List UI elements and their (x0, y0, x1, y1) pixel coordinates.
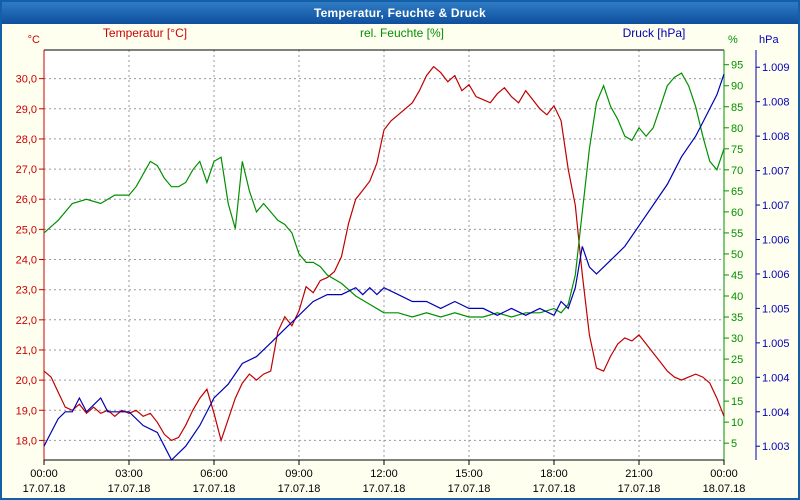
humidity-tick-label: 95 (731, 60, 743, 72)
temperature-tick-label: 20,0 (16, 375, 37, 387)
weather-chart: 18,0 19,0 20,0 21,0 22,0 23,0 24,0 25,0 26,0 27,0… (16, 26, 790, 495)
humidity-tick-label: 80 (731, 123, 743, 135)
pressure-tick-label: 1.007 (762, 166, 790, 178)
pressure-tick-label: 1.009 (762, 62, 790, 74)
temperature-tick-label: 27,0 (16, 164, 37, 176)
pressure-tick-label: 1.007 (762, 200, 790, 212)
pressure-tick-label: 1.005 (762, 303, 790, 315)
window-titlebar: Temperatur, Feuchte & Druck (2, 2, 798, 24)
x-tick-label: 00:00 (710, 468, 738, 480)
x-tick-label: 18:00 (540, 468, 568, 480)
pressure-tick-label: 1.005 (762, 338, 790, 350)
humidity-tick-label: 65 (731, 186, 743, 198)
x-date-label: 17.07.18 (533, 483, 576, 495)
x-date-label: 17.07.18 (23, 483, 66, 495)
series-line-pressure (43, 73, 725, 461)
x-tick-label: 12:00 (370, 468, 398, 480)
unit-label-percent: % (728, 34, 738, 46)
pressure-tick-label: 1.008 (762, 97, 790, 109)
unit-label-hpa: hPa (759, 34, 779, 46)
humidity-tick-label: 30 (731, 333, 743, 345)
chart-layers: 18,0 19,0 20,0 21,0 22,0 23,0 24,0 25,0 26,0 27,0… (16, 49, 790, 495)
x-tick-label: 15:00 (455, 468, 483, 480)
x-date-label: 17.07.18 (618, 483, 661, 495)
x-date-label: 17.07.18 (108, 483, 151, 495)
window-title: Temperatur, Feuchte & Druck (314, 6, 486, 20)
humidity-tick-label: 25 (731, 354, 743, 366)
humidity-tick-label: 15 (731, 396, 743, 408)
humidity-tick-label: 70 (731, 165, 743, 177)
pressure-tick-label: 1.003 (762, 441, 790, 453)
temperature-tick-label: 21,0 (16, 345, 37, 357)
pressure-tick-label: 1.006 (762, 269, 790, 281)
x-tick-label: 21:00 (625, 468, 653, 480)
humidity-tick-label: 90 (731, 81, 743, 93)
humidity-tick-label: 60 (731, 207, 743, 219)
humidity-tick-label: 50 (731, 249, 743, 261)
legend-temperature: Temperatur [°C] (103, 26, 187, 40)
humidity-tick-label: 75 (731, 144, 743, 156)
humidity-tick-label: 85 (731, 102, 743, 114)
temperature-tick-label: 26,0 (16, 194, 37, 206)
x-tick-label: 03:00 (115, 468, 143, 480)
x-date-label: 17.07.18 (448, 483, 491, 495)
x-tick-label: 09:00 (285, 468, 313, 480)
temperature-tick-label: 30,0 (16, 74, 37, 86)
temperature-tick-label: 23,0 (16, 285, 37, 297)
x-date-label: 17.07.18 (278, 483, 321, 495)
temperature-tick-label: 28,0 (16, 134, 37, 146)
humidity-tick-label: 35 (731, 312, 743, 324)
temperature-tick-label: 24,0 (16, 255, 37, 267)
temperature-tick-label: 18,0 (16, 435, 37, 447)
temperature-tick-label: 22,0 (16, 315, 37, 327)
humidity-tick-label: 40 (731, 291, 743, 303)
humidity-tick-label: 20 (731, 375, 743, 387)
temperature-tick-label: 29,0 (16, 104, 37, 116)
humidity-tick-label: 45 (731, 270, 743, 282)
humidity-tick-label: 5 (731, 438, 737, 450)
unit-label-celsius: °C (28, 34, 40, 46)
x-date-label: 17.07.18 (193, 483, 236, 495)
pressure-tick-label: 1.006 (762, 234, 790, 246)
pressure-tick-label: 1.004 (762, 372, 790, 384)
series-line-humidity (43, 72, 725, 318)
x-date-label: 18.07.18 (703, 483, 746, 495)
x-tick-label: 06:00 (200, 468, 228, 480)
temperature-tick-label: 25,0 (16, 224, 37, 236)
legend-pressure: Druck [hPa] (623, 26, 686, 40)
series-line-temperature (43, 65, 725, 443)
pressure-tick-label: 1.004 (762, 407, 790, 419)
x-date-label: 17.07.18 (363, 483, 406, 495)
humidity-tick-label: 10 (731, 417, 743, 429)
pressure-tick-label: 1.008 (762, 131, 790, 143)
legend-humidity: rel. Feuchte [%] (360, 26, 444, 40)
temperature-tick-label: 19,0 (16, 405, 37, 417)
x-tick-label: 00:00 (30, 468, 58, 480)
humidity-tick-label: 55 (731, 228, 743, 240)
